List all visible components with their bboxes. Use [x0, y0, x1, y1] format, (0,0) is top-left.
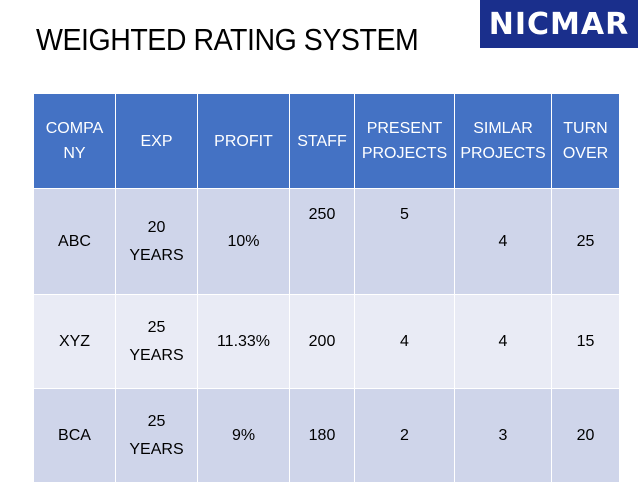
table-row: XYZ 25 YEARS 11.33% 200 4 4 15 [34, 295, 620, 389]
header-present-projects: PRESENT PROJECTS [355, 94, 455, 189]
header-row: COMPA NY EXP PROFIT STAFF PRESENT PROJEC… [34, 94, 620, 189]
cell-present-projects: 4 [355, 295, 455, 389]
logo-text: NICMAR [488, 6, 630, 42]
cell-turnover: 15 [552, 295, 620, 389]
header-exp: EXP [116, 94, 198, 189]
cell-similar-projects: 4 [455, 295, 552, 389]
table-row: BCA 25 YEARS 9% 180 2 3 20 [34, 389, 620, 483]
cell-company: ABC [34, 189, 116, 295]
cell-profit: 10% [198, 189, 290, 295]
cell-present-projects: 5 [355, 189, 455, 295]
rating-table: COMPA NY EXP PROFIT STAFF PRESENT PROJEC… [34, 94, 620, 483]
cell-staff: 250 [290, 189, 355, 295]
cell-profit: 9% [198, 389, 290, 483]
header-profit: PROFIT [198, 94, 290, 189]
cell-exp: 20 YEARS [116, 189, 198, 295]
cell-similar-projects: 4 [455, 189, 552, 295]
cell-turnover: 20 [552, 389, 620, 483]
cell-similar-projects: 3 [455, 389, 552, 483]
table-row: ABC 20 YEARS 10% 250 5 4 25 [34, 189, 620, 295]
cell-company: BCA [34, 389, 116, 483]
header-similar-projects: SIMLAR PROJECTS [455, 94, 552, 189]
cell-company: XYZ [34, 295, 116, 389]
header-turnover: TURN OVER [552, 94, 620, 189]
cell-profit: 11.33% [198, 295, 290, 389]
cell-staff: 200 [290, 295, 355, 389]
cell-turnover: 25 [552, 189, 620, 295]
header-staff: STAFF [290, 94, 355, 189]
header-company: COMPA NY [34, 94, 116, 189]
cell-exp: 25 YEARS [116, 295, 198, 389]
cell-exp: 25 YEARS [116, 389, 198, 483]
cell-staff: 180 [290, 389, 355, 483]
nicmar-logo: NICMAR [480, 0, 638, 48]
cell-present-projects: 2 [355, 389, 455, 483]
slide-title: WEIGHTED RATING SYSTEM [36, 22, 419, 57]
